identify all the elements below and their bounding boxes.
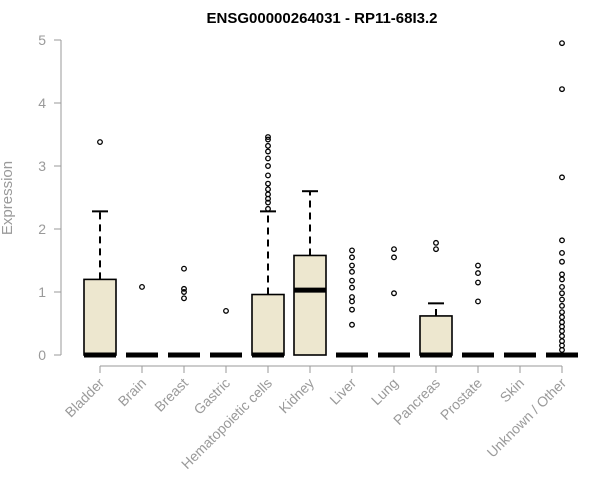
outlier-point: [433, 246, 439, 253]
outlier-point: [391, 254, 397, 261]
outlier-point: [265, 155, 271, 162]
outlier-point: [475, 279, 481, 286]
x-tick-label: Prostate: [437, 375, 485, 423]
outlier-point: [349, 268, 355, 275]
x-tick-label: Kidney: [276, 375, 318, 417]
box-body: [83, 278, 117, 356]
x-tick-label: Lung: [368, 375, 401, 408]
x-tick-label: Unknown / Other: [484, 375, 570, 461]
chart-title: ENSG00000264031 - RP11-68I3.2: [207, 10, 438, 27]
outlier-point: [181, 265, 187, 272]
box-group: [251, 134, 285, 358]
outlier-point: [349, 262, 355, 269]
box-body: [251, 293, 285, 356]
outlier-point: [559, 258, 565, 265]
outlier-point: [181, 285, 187, 292]
outlier-point: [181, 295, 187, 302]
box-group: [293, 190, 327, 356]
y-tick-label: 2: [38, 221, 46, 237]
outlier-point: [559, 249, 565, 256]
outlier-point: [265, 186, 271, 193]
outlier-point: [559, 40, 565, 47]
outlier-point: [559, 237, 565, 244]
outlier-point: [475, 270, 481, 277]
outlier-point: [97, 139, 103, 146]
outlier-point: [559, 296, 565, 303]
x-tick-label: Skin: [497, 375, 528, 406]
box-group: [378, 246, 410, 358]
outlier-point: [475, 298, 481, 305]
outlier-point: [349, 306, 355, 313]
outlier-point: [139, 284, 145, 290]
outlier-point: [559, 302, 565, 309]
box-group: [83, 139, 117, 358]
outlier-point: [559, 276, 565, 283]
outlier-point: [559, 86, 565, 93]
outlier-point: [265, 180, 271, 187]
outlier-point: [559, 284, 565, 290]
box-group: [336, 247, 368, 358]
box-group: [126, 284, 158, 358]
box-group: [419, 239, 453, 358]
y-tick-label: 4: [38, 95, 46, 111]
outlier-point: [349, 277, 355, 284]
box-group: [210, 307, 242, 358]
outlier-point: [559, 309, 565, 316]
y-tick-label: 3: [38, 158, 46, 174]
box-body: [293, 254, 327, 356]
outlier-point: [559, 290, 565, 297]
box-plots: [83, 40, 578, 358]
x-tick-label: Liver: [326, 375, 359, 408]
outlier-point: [265, 163, 271, 169]
outlier-point: [559, 271, 565, 278]
box-group: [546, 40, 578, 358]
outlier-point: [181, 289, 187, 295]
outlier-point: [559, 314, 565, 321]
outlier-point: [349, 321, 355, 328]
outlier-point: [265, 199, 271, 206]
outlier-point: [349, 284, 355, 291]
y-tick-label: 1: [38, 284, 46, 300]
box-group: [168, 265, 200, 358]
outlier-point: [349, 247, 355, 254]
outlier-point: [475, 262, 481, 269]
box-group: [462, 262, 494, 358]
x-tick-label: Pancreas: [390, 375, 443, 428]
y-axis-label: Expression: [0, 161, 16, 235]
outlier-point: [265, 134, 271, 140]
outlier-point: [265, 136, 271, 143]
outlier-point: [391, 246, 397, 253]
outlier-point: [559, 174, 565, 181]
outlier-point: [265, 148, 271, 155]
box-body: [419, 315, 453, 356]
x-tick-label: Brain: [115, 375, 149, 409]
outlier-point: [265, 172, 271, 179]
x-tick-label: Breast: [151, 375, 191, 415]
x-tick-label: Bladder: [62, 375, 108, 421]
outlier-point: [559, 333, 565, 340]
outlier-point: [265, 205, 271, 212]
outlier-point: [349, 294, 355, 300]
outlier-point: [391, 290, 397, 297]
outlier-point: [265, 142, 271, 149]
outlier-point: [349, 254, 355, 261]
y-tick-label: 0: [38, 347, 46, 363]
outlier-point: [433, 239, 439, 246]
y-tick-label: 5: [38, 32, 46, 48]
outlier-point: [223, 307, 229, 314]
y-axis: 0 1 2 3 4 5: [38, 32, 62, 363]
